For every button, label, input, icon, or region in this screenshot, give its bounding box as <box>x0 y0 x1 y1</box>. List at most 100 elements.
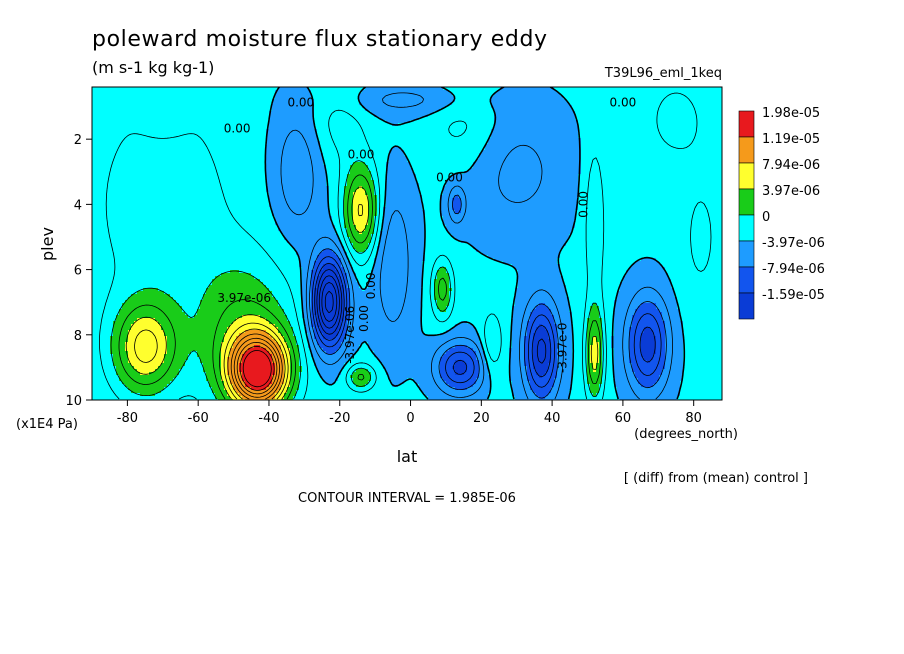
field-cell <box>197 117 201 121</box>
field-cell <box>170 93 174 97</box>
field-cell <box>137 150 141 154</box>
field-cell <box>629 99 633 103</box>
field-cell <box>683 138 687 142</box>
field-cell <box>179 126 183 130</box>
field-cell <box>374 93 378 97</box>
field-cell <box>455 150 459 154</box>
field-cell <box>611 135 615 139</box>
field-cell <box>662 114 666 118</box>
field-cell <box>365 129 369 133</box>
field-cell <box>449 93 453 97</box>
field-cell <box>146 96 150 100</box>
field-cell <box>470 150 474 154</box>
field-cell <box>275 126 279 130</box>
field-cell <box>131 150 135 154</box>
field-cell <box>449 96 453 100</box>
field-cell <box>629 126 633 130</box>
field-cell <box>152 108 156 112</box>
field-cell <box>563 90 567 94</box>
field-cell <box>560 105 564 109</box>
field-cell <box>506 138 510 142</box>
field-cell <box>653 153 657 157</box>
field-cell <box>299 90 303 94</box>
field-cell <box>227 87 231 91</box>
field-cell <box>287 156 291 160</box>
field-cell <box>527 90 531 94</box>
field-cell <box>311 150 315 154</box>
field-cell <box>104 93 108 97</box>
field-cell <box>221 123 225 127</box>
field-cell <box>491 114 495 118</box>
field-cell <box>323 114 327 118</box>
field-cell <box>437 117 441 121</box>
field-cell <box>542 141 546 145</box>
field-cell <box>713 114 717 118</box>
field-cell <box>170 132 174 136</box>
field-cell <box>530 108 534 112</box>
field-cell <box>308 156 312 160</box>
field-cell <box>449 117 453 121</box>
field-cell <box>653 90 657 94</box>
field-cell <box>584 147 588 151</box>
field-cell <box>308 132 312 136</box>
field-cell <box>452 114 456 118</box>
field-cell <box>140 156 144 160</box>
field-cell <box>434 123 438 127</box>
field-cell <box>458 90 462 94</box>
field-cell <box>164 108 168 112</box>
field-cell <box>182 111 186 115</box>
field-cell <box>281 108 285 112</box>
field-cell <box>515 108 519 112</box>
field-cell <box>398 108 402 112</box>
field-cell <box>545 150 549 154</box>
field-cell <box>263 120 267 124</box>
field-cell <box>590 129 594 133</box>
field-cell <box>659 144 663 148</box>
field-cell <box>473 138 477 142</box>
field-cell <box>263 144 267 148</box>
field-cell <box>314 123 318 127</box>
field-cell <box>497 90 501 94</box>
field-cell <box>656 141 660 145</box>
field-cell <box>671 111 675 115</box>
field-cell <box>299 123 303 127</box>
field-cell <box>284 129 288 133</box>
field-cell <box>371 153 375 157</box>
field-cell <box>128 150 132 154</box>
field-cell <box>470 129 474 133</box>
field-cell <box>530 117 534 121</box>
field-cell <box>248 132 252 136</box>
field-cell <box>380 99 384 103</box>
field-cell <box>644 147 648 151</box>
field-cell <box>719 87 722 91</box>
field-cell <box>155 141 159 145</box>
field-cell <box>293 135 297 139</box>
field-cell <box>674 132 678 136</box>
field-cell <box>278 123 282 127</box>
field-cell <box>212 105 216 109</box>
field-cell <box>275 99 279 103</box>
field-cell <box>500 102 504 106</box>
field-cell <box>242 153 246 157</box>
field-cell <box>626 93 630 97</box>
field-cell <box>608 153 612 157</box>
field-cell <box>368 129 372 133</box>
field-cell <box>503 129 507 133</box>
field-cell <box>485 132 489 136</box>
field-cell <box>650 93 654 97</box>
field-cell <box>419 102 423 106</box>
field-cell <box>245 126 249 130</box>
field-cell <box>302 126 306 130</box>
field-cell <box>578 102 582 106</box>
field-cell <box>308 123 312 127</box>
field-cell <box>710 105 714 109</box>
field-cell <box>605 123 609 127</box>
field-cell <box>632 153 636 157</box>
field-cell <box>617 150 621 154</box>
field-cell <box>245 90 249 94</box>
field-cell <box>569 96 573 100</box>
field-cell <box>389 90 393 94</box>
field-cell <box>413 141 417 145</box>
field-cell <box>167 147 171 151</box>
field-cell <box>575 108 579 112</box>
